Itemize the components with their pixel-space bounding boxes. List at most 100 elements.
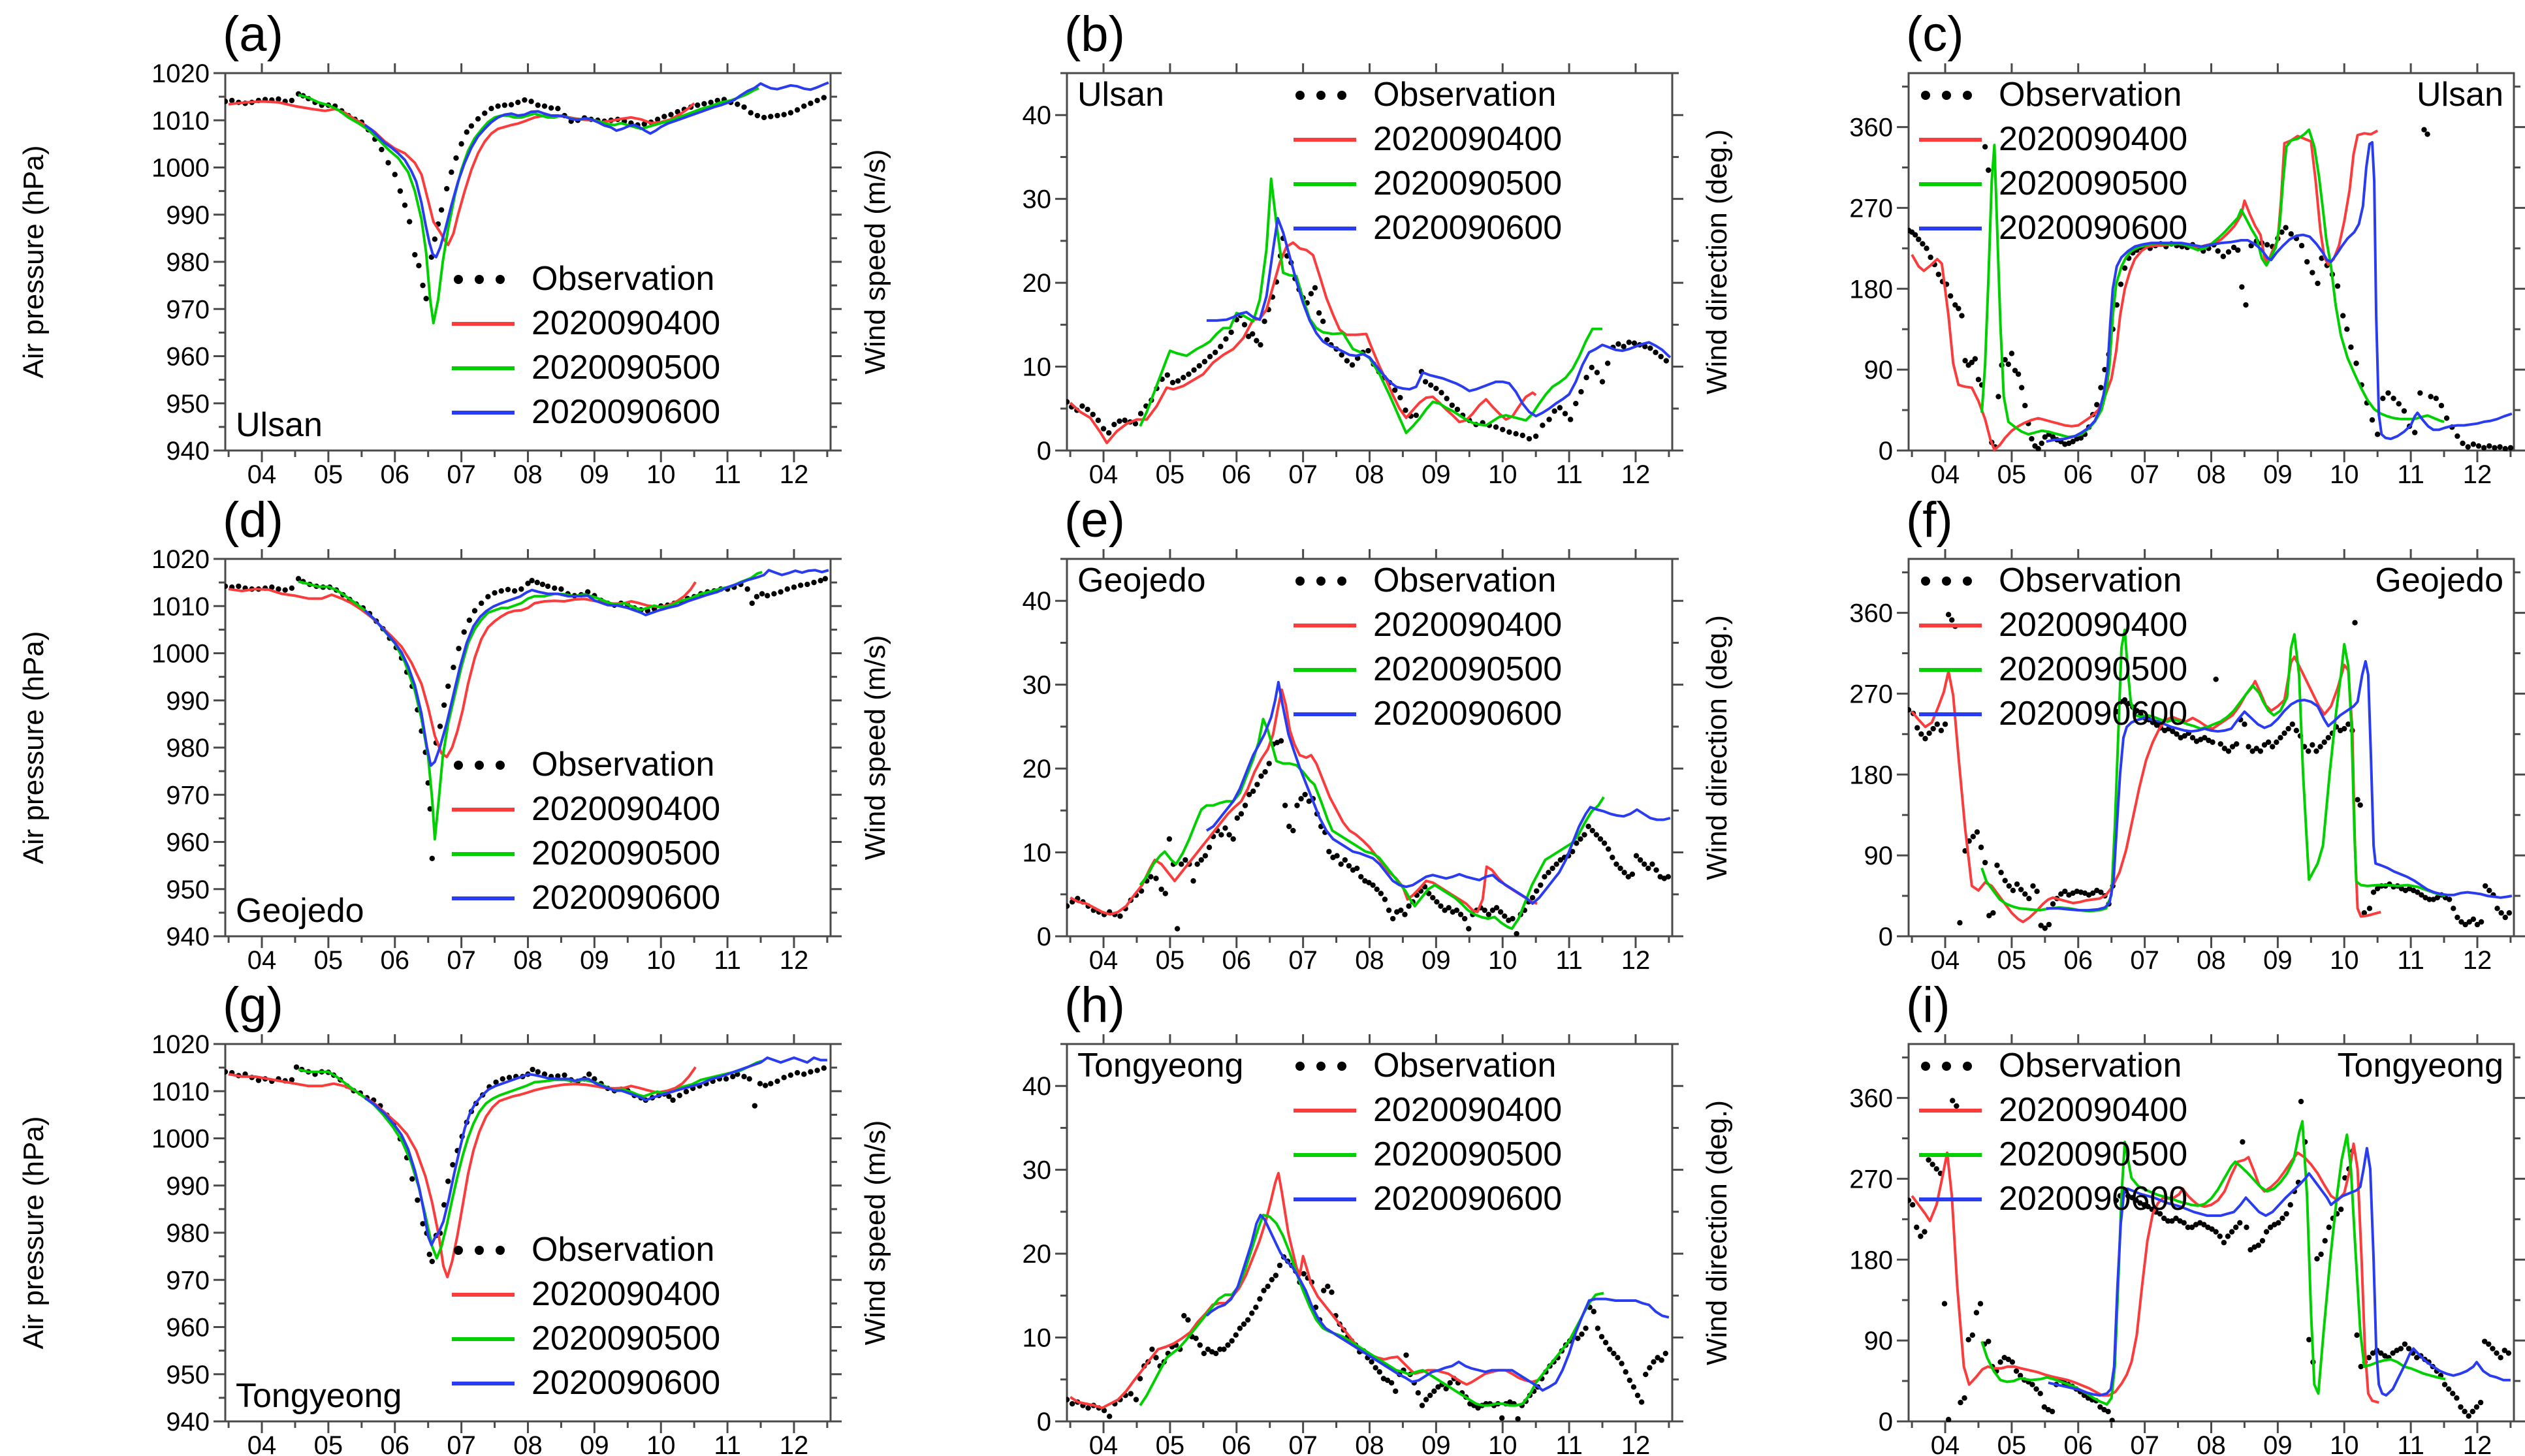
legend-item-2020090600: 2020090600 (1294, 1180, 1562, 1218)
axes (1055, 1034, 1683, 1433)
legend: Observation 2020090400 2020090500 202009060… (1294, 1047, 1562, 1218)
legend-item-2020090500: 2020090500 (452, 834, 720, 872)
legend-label: 2020090500 (1373, 165, 1562, 202)
legend-label: 2020090500 (532, 834, 720, 872)
x-tick-label: 09 (2263, 1431, 2293, 1456)
x-tick-label: 09 (580, 946, 609, 971)
legend-item-observation: Observation (454, 1231, 714, 1269)
x-tick-label: 04 (1931, 946, 1960, 971)
panel-letter: (g) (223, 977, 283, 1033)
series-observation-dots (1908, 127, 2514, 451)
tick-labels: 04 05 06 07 08 09 10 11 12 940 950 960 970 980 990 1000… (18, 1030, 808, 1456)
legend-label: 2020090600 (1373, 1180, 1562, 1218)
y-tick-label: 360 (1849, 1084, 1893, 1113)
x-tick-label: 04 (247, 460, 277, 485)
x-tick-label: 12 (2463, 460, 2492, 485)
legend-item-2020090400: 2020090400 (1294, 606, 1562, 644)
legend-item-2020090500: 2020090500 (452, 1320, 720, 1357)
tick-labels: 04 05 06 07 08 09 10 11 12 940 950 960 970 980 990 1000… (18, 59, 808, 485)
legend-dot-marker (475, 761, 484, 770)
y-tick-label: 1010 (151, 1077, 210, 1106)
legend-item-2020090600: 2020090600 (452, 1364, 720, 1402)
x-tick-label: 07 (2130, 946, 2159, 971)
station-label: Tongyeong (2338, 1047, 2503, 1084)
panel-e-group: 04 05 06 07 08 09 10 11 12 0 10 20 30 40 Wind speed (m… (859, 492, 1683, 971)
panel-i: 04 05 06 07 08 09 10 11 12 0 90 180 270 360 Wind direc… (1683, 971, 2525, 1456)
x-tick-label: 07 (447, 1431, 476, 1456)
y-axis-title: Wind speed (m/s) (859, 150, 891, 375)
x-tick-label: 12 (780, 460, 809, 485)
x-tick-label: 12 (1621, 946, 1651, 971)
y-tick-label: 270 (1849, 1165, 1893, 1194)
x-tick-label: 09 (1421, 946, 1451, 971)
x-tick-label: 12 (780, 1431, 809, 1456)
x-tick-label: 08 (513, 460, 543, 485)
x-tick-label: 07 (1288, 1431, 1318, 1456)
series-observation-dots (225, 91, 827, 302)
legend-label: 2020090600 (1999, 209, 2187, 247)
series-2020090500 (1139, 718, 1605, 930)
x-tick-label: 06 (1222, 460, 1252, 485)
x-tick-label: 06 (2064, 1431, 2093, 1456)
panel-h: 04 05 06 07 08 09 10 11 12 0 10 20 30 40 Wind speed (m… (842, 971, 1683, 1456)
panel-b-group: 04 05 06 07 08 09 10 11 12 0 10 20 30 40 Wind speed (m… (859, 7, 1683, 485)
y-tick-label: 30 (1023, 185, 1052, 214)
legend-label: Observation (532, 260, 714, 298)
panel-letter: (h) (1064, 977, 1125, 1033)
panel-f: 04 05 06 07 08 09 10 11 12 0 90 180 270 360 Wind direc… (1683, 486, 2525, 971)
legend-label: 2020090400 (1999, 120, 2187, 158)
legend-label: Observation (1373, 1047, 1556, 1084)
y-axis-title: Wind speed (m/s) (859, 1120, 891, 1346)
x-tick-label: 04 (1931, 1431, 1960, 1456)
panel-c: 04 05 06 07 08 09 10 11 12 0 90 180 270 360 Wind direc… (1683, 0, 2525, 485)
legend-label: 2020090500 (1373, 650, 1562, 688)
y-tick-label: 20 (1023, 755, 1052, 783)
y-tick-label: 90 (1864, 842, 1894, 870)
y-tick-label: 940 (166, 1408, 210, 1436)
y-tick-label: 950 (166, 876, 210, 904)
y-tick-label: 30 (1023, 671, 1052, 700)
axes (1897, 549, 2525, 948)
series-observation-dots (1066, 235, 1670, 442)
series-2020090600 (364, 569, 829, 767)
x-tick-label: 09 (1421, 460, 1451, 485)
legend-item-observation: Observation (1921, 1047, 2182, 1084)
x-tick-label: 06 (2064, 460, 2093, 485)
axes (214, 1034, 842, 1433)
legend-dot-marker (1963, 577, 1972, 586)
legend: Observation 2020090400 2020090500 202009060… (452, 746, 720, 917)
y-tick-label: 1010 (151, 106, 210, 135)
y-tick-label: 270 (1849, 680, 1893, 708)
y-tick-label: 970 (166, 1266, 210, 1295)
legend-label: Observation (1999, 76, 2182, 114)
legend-dot-marker (1921, 1062, 1930, 1071)
legend: Observation 2020090400 2020090500 202009060… (1919, 562, 2187, 733)
legend-dot-marker (1295, 577, 1305, 586)
legend-label: 2020090500 (532, 1320, 720, 1357)
x-tick-label: 11 (714, 460, 741, 485)
legend: Observation 2020090400 2020090500 202009060… (1294, 562, 1562, 733)
y-tick-label: 990 (166, 1172, 210, 1201)
y-tick-label: 970 (166, 781, 210, 810)
x-tick-label: 05 (314, 460, 343, 485)
legend-label: 2020090500 (1373, 1135, 1562, 1173)
chart-wind-speed-tongyeong: 04 05 06 07 08 09 10 11 12 0 10 20 30 40 Wind speed (m… (859, 977, 1683, 1456)
legend-dot-marker (454, 761, 463, 770)
legend-item-2020090600: 2020090600 (452, 393, 720, 431)
x-tick-label: 09 (2263, 460, 2293, 485)
x-tick-label: 07 (447, 460, 476, 485)
x-tick-label: 08 (513, 946, 543, 971)
x-tick-label: 08 (2197, 1431, 2226, 1456)
series-2020090600 (2048, 1147, 2511, 1397)
x-tick-label: 06 (381, 946, 410, 971)
chart-wind-direction-geojedo: 04 05 06 07 08 09 10 11 12 0 90 180 270 360 Wind direc… (1701, 492, 2525, 971)
y-tick-label: 20 (1023, 269, 1052, 298)
x-tick-label: 10 (2330, 946, 2359, 971)
series-group (225, 569, 829, 861)
legend-item-2020090500: 2020090500 (1919, 165, 2187, 202)
series-group (1908, 1098, 2512, 1422)
x-tick-label: 09 (580, 1431, 609, 1456)
tick-labels: 04 05 06 07 08 09 10 11 12 0 10 20 30 40 Wind speed (m… (859, 587, 1650, 971)
legend-label: Observation (1999, 1047, 2182, 1084)
x-tick-label: 11 (714, 946, 741, 971)
